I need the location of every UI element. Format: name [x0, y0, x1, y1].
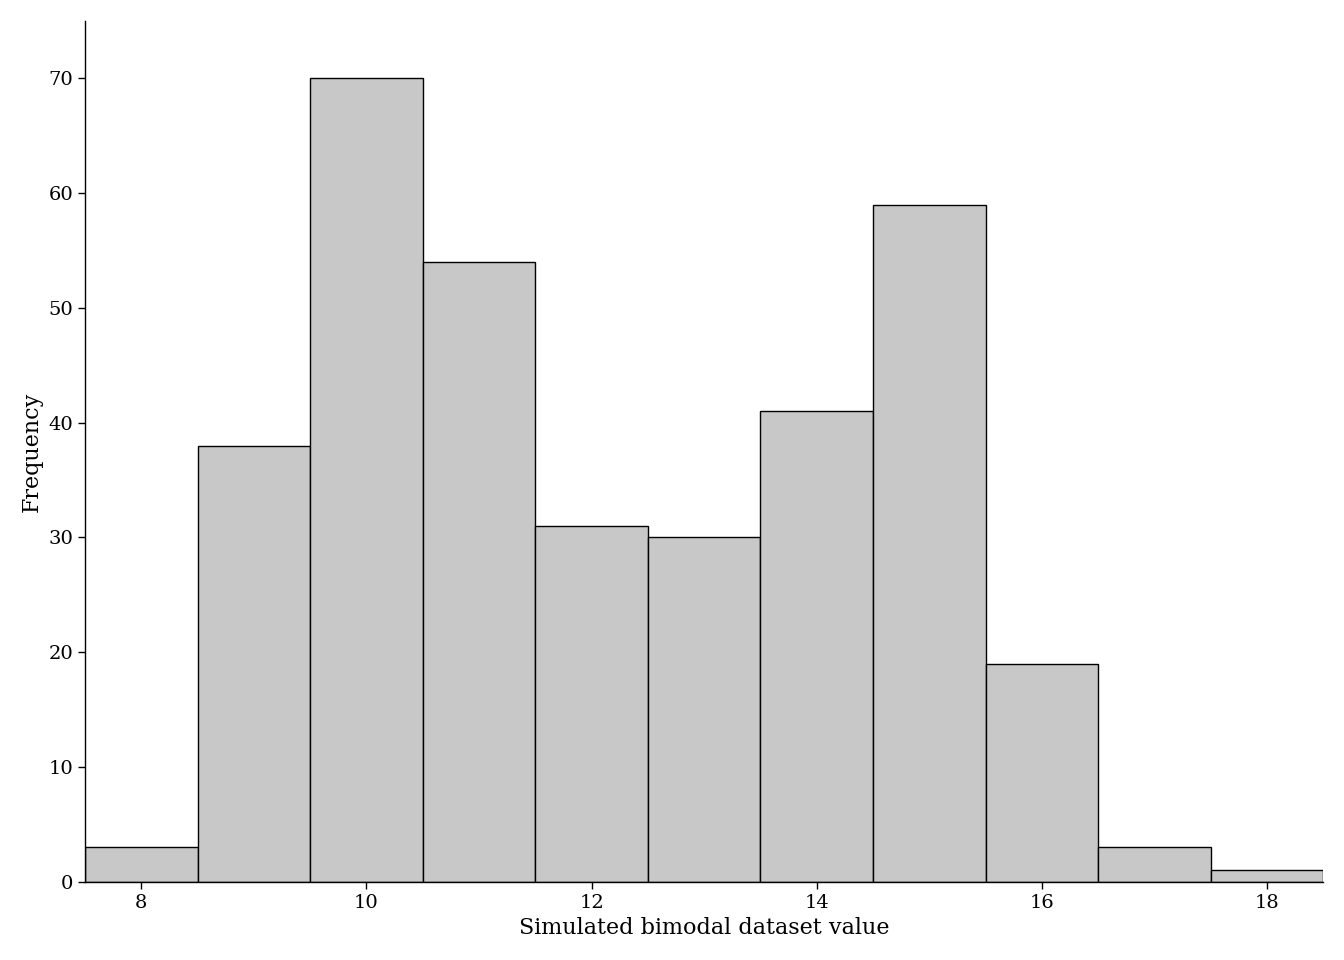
- Bar: [1211, 871, 1322, 882]
- Bar: [985, 663, 1098, 882]
- Bar: [761, 411, 874, 882]
- Bar: [85, 848, 198, 882]
- Bar: [198, 445, 310, 882]
- Y-axis label: Frequency: Frequency: [22, 391, 43, 512]
- Bar: [310, 78, 423, 882]
- Bar: [648, 538, 761, 882]
- Bar: [874, 204, 985, 882]
- Bar: [1098, 848, 1211, 882]
- X-axis label: Simulated bimodal dataset value: Simulated bimodal dataset value: [519, 917, 890, 939]
- Bar: [423, 262, 535, 882]
- Bar: [535, 526, 648, 882]
